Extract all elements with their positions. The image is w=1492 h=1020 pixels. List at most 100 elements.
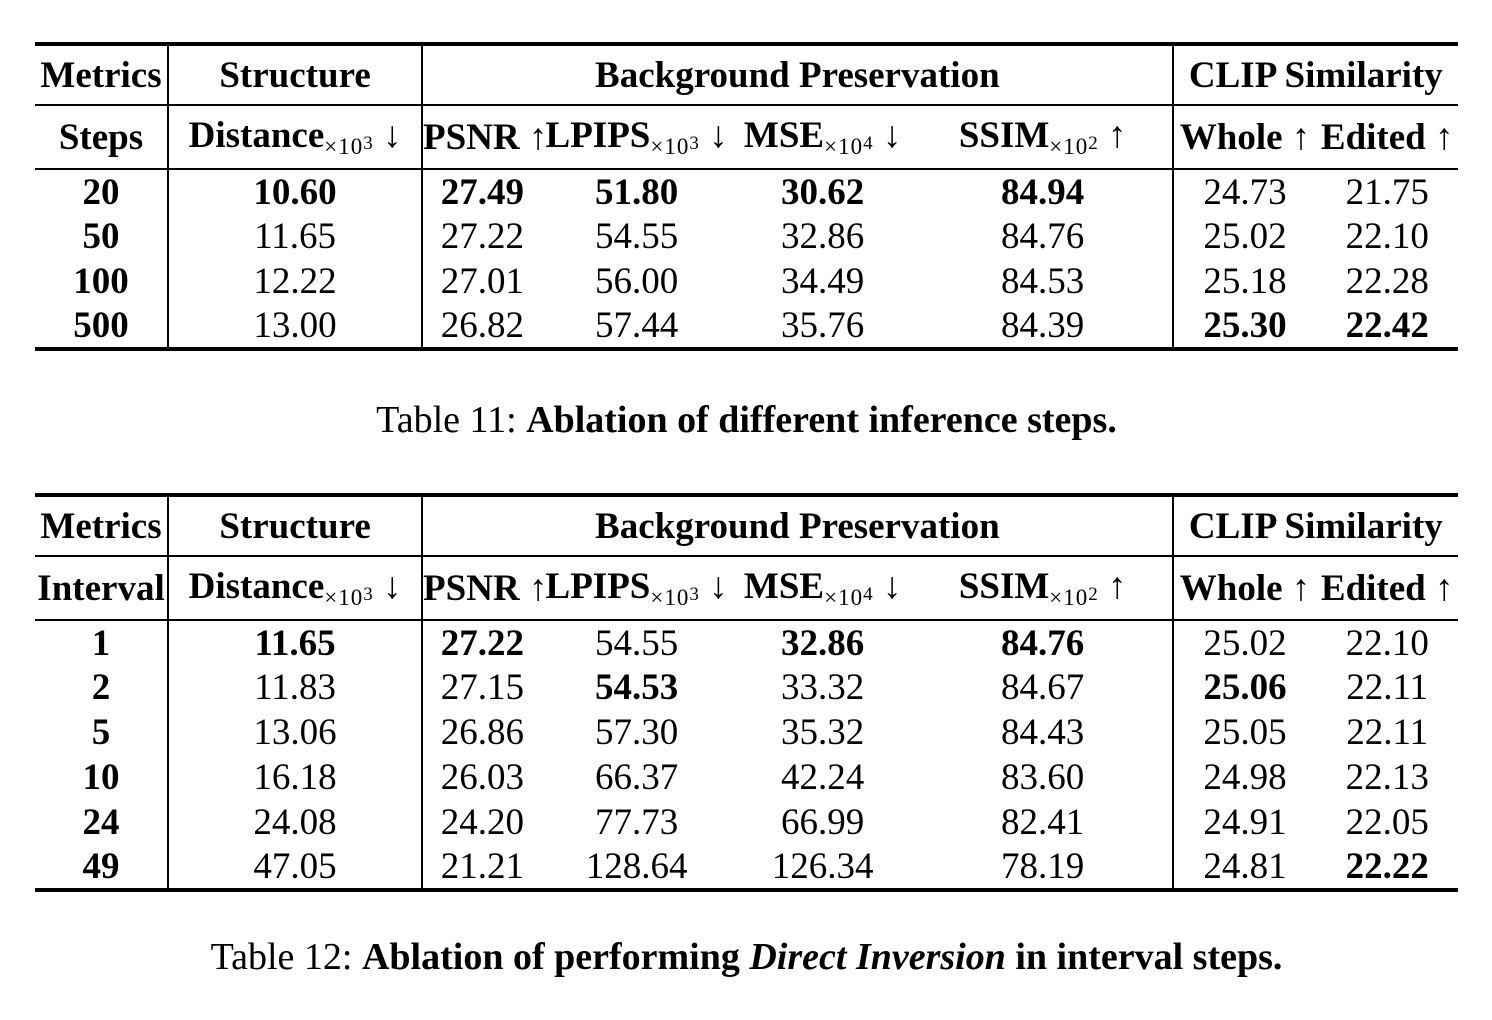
cell-value: 32.86 xyxy=(780,216,865,257)
cell-value: 22.10 xyxy=(1345,216,1429,257)
table-row: 50 11.65 27.22 54.55 32.86 84.76 25.02 22.10 xyxy=(35,214,1458,259)
cell-value: 84.76 xyxy=(913,214,1174,259)
down-arrow-icon: ↓ xyxy=(699,566,728,607)
col-header-whole: Whole ↑ xyxy=(1172,556,1317,621)
cell-value: 84.76 xyxy=(913,620,1174,665)
up-arrow-icon: ↑ xyxy=(1425,567,1454,609)
cell-value: 34.49 xyxy=(780,261,865,302)
caption-italic-text: Direct Inversion xyxy=(749,936,1006,978)
cell-value: 24.91 xyxy=(1203,802,1287,843)
metric-scale-exponent: 4 xyxy=(863,584,874,605)
cell-value: 25.30 xyxy=(1203,305,1287,346)
metric-scale-exponent: 3 xyxy=(363,584,374,605)
ablation-table-interval-steps: Metrics Structure Background Preservatio… xyxy=(35,493,1458,892)
metric-scale-exponent: 2 xyxy=(1088,133,1099,154)
cell-value: 26.03 xyxy=(440,757,524,798)
table-row: 10 16.18 26.03 66.37 42.24 83.60 24.98 22.13 xyxy=(35,755,1458,800)
cell-value: 128.64 xyxy=(585,846,688,887)
metric-scale-subscript: ×103 xyxy=(324,584,374,610)
t2-body: 1 11.65 27.22 54.55 32.86 84.76 25.02 22.10 2 11.… xyxy=(35,620,1458,890)
cell-value: 84.53 xyxy=(913,259,1174,304)
cell-value: 33.32 xyxy=(780,667,865,708)
t1-group-structure: Structure xyxy=(168,44,424,106)
cell-value: 82.41 xyxy=(913,800,1174,845)
cell-value: 21.75 xyxy=(1345,171,1429,213)
paper-page: Metrics Structure Background Preservatio… xyxy=(35,42,1458,980)
col-header-whole: Whole ↑ xyxy=(1172,105,1317,170)
col-header-ssim: SSIM×102 ↑ xyxy=(913,105,1174,170)
cell-value: 25.02 xyxy=(1203,216,1287,257)
cell-value: 22.28 xyxy=(1345,261,1429,302)
cell-value: 84.39 xyxy=(913,304,1174,349)
up-arrow-icon: ↑ xyxy=(519,116,548,158)
down-arrow-icon: ↓ xyxy=(373,566,402,607)
t2-group-clip-similarity: CLIP Similarity xyxy=(1172,495,1458,557)
table-row: 500 13.00 26.82 57.44 35.76 84.39 25.30 22.42 xyxy=(35,304,1458,349)
col-header-steps: Steps xyxy=(35,105,170,170)
up-arrow-icon: ↑ xyxy=(1098,115,1127,156)
metric-scale-subscript: ×103 xyxy=(324,133,374,159)
col-header-mse: MSE×104 ↓ xyxy=(731,556,914,621)
cell-value: 24.73 xyxy=(1203,171,1287,213)
col-header-distance: Distance×103 ↓ xyxy=(168,105,424,170)
metric-scale-exponent: 4 xyxy=(863,133,874,154)
up-arrow-icon: ↑ xyxy=(1282,567,1311,609)
cell-value: 47.05 xyxy=(168,845,424,890)
table-11-caption: Table 11: Ablation of different inferenc… xyxy=(35,397,1458,443)
caption-text: Ablation of different inference steps. xyxy=(526,399,1117,441)
cell-value: 22.13 xyxy=(1345,757,1429,798)
metric-name: LPIPS xyxy=(545,566,651,607)
row-label: 2 xyxy=(35,665,170,710)
col-header-lpips: LPIPS×103 ↓ xyxy=(541,105,732,170)
table-row: 5 13.06 26.86 57.30 35.32 84.43 25.05 22.11 xyxy=(35,710,1458,755)
row-label: 1 xyxy=(35,620,170,665)
cell-value: 32.86 xyxy=(780,622,865,664)
cell-value: 57.44 xyxy=(594,305,679,346)
row-label: 50 xyxy=(35,214,170,259)
row-label: 20 xyxy=(35,169,170,214)
col-header-psnr: PSNR ↑ xyxy=(422,105,547,170)
col-header-ssim: SSIM×102 ↑ xyxy=(913,556,1174,621)
metric-name: MSE xyxy=(743,115,825,156)
cell-value: 11.83 xyxy=(168,665,424,710)
row-label: 49 xyxy=(35,845,170,890)
cell-value: 27.01 xyxy=(440,261,524,302)
t2-group-metrics: Metrics xyxy=(35,495,170,557)
down-arrow-icon: ↓ xyxy=(873,566,902,607)
ablation-table-inference-steps: Metrics Structure Background Preservatio… xyxy=(35,42,1458,351)
cell-value: 22.10 xyxy=(1345,622,1429,664)
cell-value: 35.76 xyxy=(780,305,865,346)
t2-group-structure: Structure xyxy=(168,495,424,557)
col-header-edited: Edited ↑ xyxy=(1316,556,1458,621)
cell-value: 26.82 xyxy=(440,305,524,346)
cell-value: 83.60 xyxy=(913,755,1174,800)
row-label: 10 xyxy=(35,755,170,800)
caption-text: Ablation of performing xyxy=(361,936,750,978)
metric-name: PSNR xyxy=(423,116,520,158)
cell-value: 84.67 xyxy=(913,665,1174,710)
metric-scale-subscript: ×104 xyxy=(824,133,874,159)
up-arrow-icon: ↑ xyxy=(519,567,548,609)
cell-value: 22.42 xyxy=(1345,305,1429,346)
t1-metric-header-row: Steps Distance×103 ↓ PSNR ↑ LPIPS×103 ↓ MSE×… xyxy=(35,105,1458,170)
t1-group-header-row: Metrics Structure Background Preservatio… xyxy=(35,44,1458,106)
metric-name: Interval xyxy=(37,567,165,609)
col-header-distance: Distance×103 ↓ xyxy=(168,556,424,621)
metric-scale-exponent: 3 xyxy=(689,584,700,605)
cell-value: 84.43 xyxy=(913,710,1174,755)
cell-value: 77.73 xyxy=(594,802,679,843)
cell-value: 27.22 xyxy=(440,622,524,664)
metric-scale-exponent: 2 xyxy=(1088,584,1099,605)
metric-scale-exponent: 3 xyxy=(689,133,700,154)
table-12-caption: Table 12: Ablation of performing Direct … xyxy=(35,934,1458,980)
cell-value: 42.24 xyxy=(780,757,865,798)
cell-value: 22.11 xyxy=(1346,667,1429,708)
cell-value: 12.22 xyxy=(168,259,424,304)
cell-value: 21.21 xyxy=(440,846,524,887)
cell-value: 66.99 xyxy=(780,802,865,843)
up-arrow-icon: ↑ xyxy=(1098,566,1127,607)
t2-group-header-row: Metrics Structure Background Preservatio… xyxy=(35,495,1458,557)
metric-name: Distance xyxy=(188,566,325,607)
metric-name: SSIM xyxy=(958,566,1050,607)
metric-scale-subscript: ×103 xyxy=(650,584,700,610)
